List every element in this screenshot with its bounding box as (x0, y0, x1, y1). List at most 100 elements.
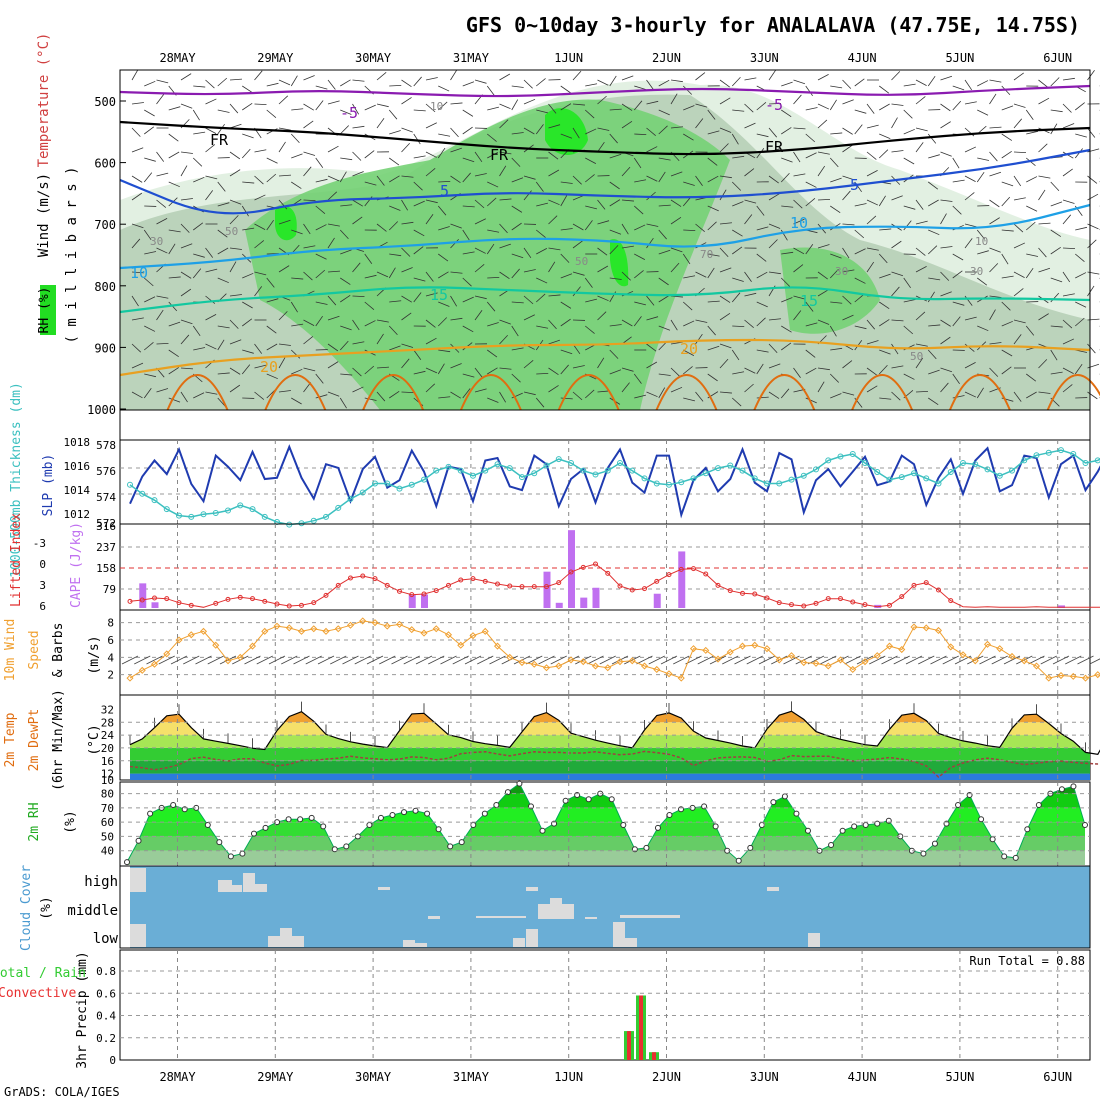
wind-barb (744, 319, 754, 329)
wind-barb (1087, 285, 1095, 297)
wind10-barb (673, 655, 690, 665)
lifted-index-point (703, 571, 709, 577)
temp2m-color-band (130, 735, 1090, 748)
thickness-point (519, 474, 525, 481)
wind-barb (597, 265, 609, 273)
wind-barb (143, 388, 152, 399)
wind-barb (915, 390, 929, 393)
temp2m-tick-label: 28 (101, 716, 114, 729)
wind-barb (474, 79, 487, 84)
wind10-barb (342, 655, 359, 665)
wind-barb (278, 174, 291, 177)
lifted-index-tick-label: -3 (33, 537, 46, 550)
wind-barb (854, 293, 865, 303)
wind-barb (768, 175, 779, 184)
wind10-speed-point (983, 640, 992, 648)
wind-barb (646, 316, 659, 321)
pressure-tick-label: 800 (94, 280, 116, 294)
rh2m-point (1012, 854, 1019, 861)
wind-barb (719, 295, 731, 303)
wind10-barb (428, 655, 445, 665)
wind-barb (805, 301, 814, 312)
thickness-point (494, 461, 501, 468)
wind-barb (756, 226, 769, 231)
wind-barb (842, 295, 852, 305)
wind-barb (597, 390, 610, 393)
wind-axis-label: Wind (m/s) (36, 173, 52, 257)
wind-barb (683, 397, 695, 402)
wind-barb (254, 175, 264, 185)
thickness-point (874, 468, 881, 475)
wind-barb (143, 172, 153, 183)
wind-barb (413, 229, 425, 237)
thickness-point (261, 513, 268, 520)
wind-barb (1025, 221, 1036, 231)
wind-barb (609, 349, 619, 359)
wind-barb (450, 363, 462, 369)
thickness-point (127, 481, 133, 488)
wind-barb (327, 361, 339, 369)
rh2m-point (608, 796, 615, 803)
wind-barb (891, 365, 904, 369)
wind-barb (303, 199, 316, 202)
wind-barb (156, 199, 167, 208)
wind-barb (548, 294, 561, 297)
wind-barb (168, 276, 181, 279)
wind-barb (487, 152, 499, 159)
wind-barb (952, 205, 962, 215)
wind-barb (462, 109, 474, 117)
wind-barb (989, 93, 997, 105)
wind-barb (609, 108, 622, 111)
wind-barb (878, 195, 886, 207)
wind-barb (425, 292, 438, 297)
wind-barb (572, 103, 585, 106)
lifted-index-point (911, 582, 917, 588)
rh2m-point (712, 823, 719, 830)
wind-barb (842, 144, 853, 153)
wind-barb (707, 205, 719, 212)
wind-barb (389, 130, 401, 135)
wind-barb (866, 170, 878, 177)
wind10-speed-point (763, 645, 771, 653)
wind-barb (903, 220, 912, 231)
rh-shaded-region (610, 239, 629, 287)
pressure-tick-label: 500 (94, 95, 116, 109)
lifted-index-point (605, 570, 611, 576)
wind-barb (474, 367, 483, 378)
thickness-point (323, 513, 329, 520)
wind-barb (584, 389, 595, 399)
wind-barb (364, 104, 376, 111)
wind-barb (290, 75, 298, 87)
wind10-barb (869, 655, 886, 665)
wind-barb (303, 151, 316, 156)
wind-barb (450, 69, 458, 81)
wind-barb (940, 382, 949, 393)
wind-barb (499, 151, 512, 155)
wind-barb (548, 151, 559, 160)
lifted-index-point (580, 564, 586, 570)
thickness-point (751, 475, 758, 482)
rh2m-point (1035, 802, 1042, 808)
wind-barb (486, 197, 497, 207)
wind-barb (352, 79, 365, 82)
wind-barb (732, 371, 745, 375)
wind-barb (217, 339, 225, 351)
wind-barb (511, 301, 524, 304)
rh2m-point (758, 822, 765, 828)
wind-barb (1001, 349, 1013, 357)
bottom-date-label: 4JUN (848, 1070, 877, 1084)
cape-tick-label: 237 (96, 541, 116, 554)
pressure-tick-label: 900 (94, 341, 116, 355)
wind10-speed-point (947, 643, 955, 651)
wind-barb (903, 325, 914, 335)
wind-barb (928, 397, 939, 406)
wind-barb (695, 391, 704, 402)
wind-barb (977, 157, 990, 161)
rh2m-point (389, 812, 396, 818)
wind-barb (597, 247, 608, 256)
slp-tick-label: 1014 (64, 484, 91, 497)
wind-barb (683, 229, 696, 232)
temp-contour-25 (557, 374, 620, 411)
cape-bar (592, 587, 600, 608)
top-date-label: 1JUN (554, 51, 583, 65)
